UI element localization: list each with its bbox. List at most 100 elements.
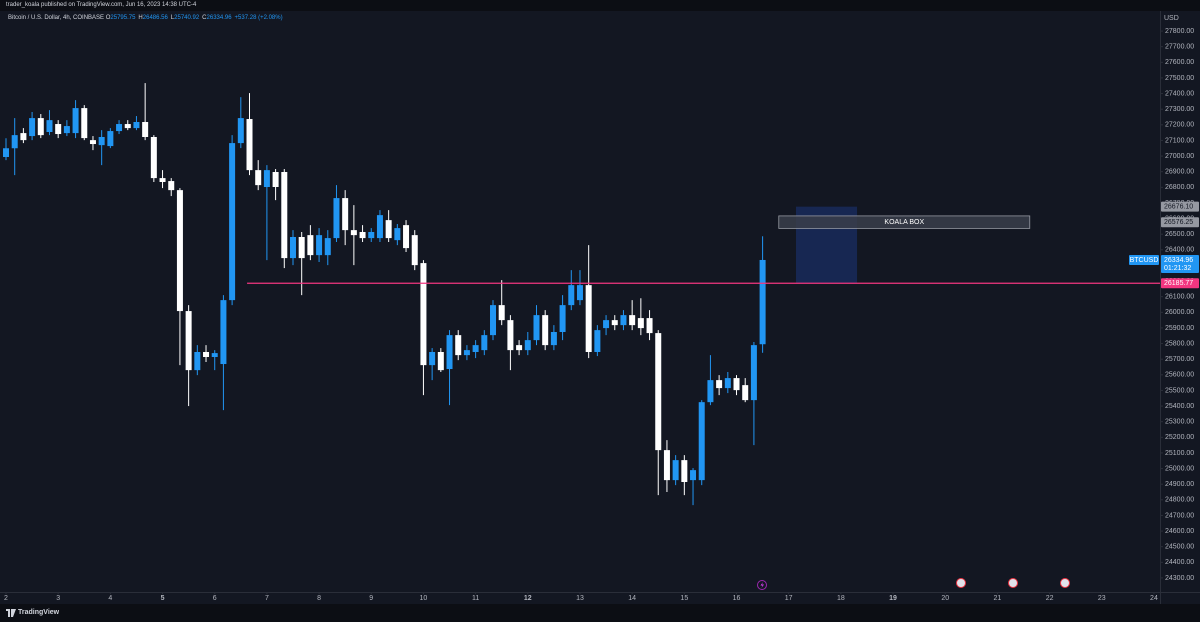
candle-body xyxy=(289,237,296,259)
x-tick-label: 24 xyxy=(1150,595,1158,602)
y-tick-label: 26000.00 xyxy=(1165,309,1194,316)
candle-body xyxy=(72,108,79,134)
symbol-tag: BTCUSD xyxy=(1130,257,1159,264)
candle-body xyxy=(733,378,740,391)
ohlc-label: O xyxy=(105,15,111,21)
candle-body xyxy=(37,118,44,136)
y-tick-label: 27000.00 xyxy=(1165,153,1194,160)
y-tick-label: 27700.00 xyxy=(1165,44,1194,51)
y-tick-label: 26400.00 xyxy=(1165,247,1194,254)
x-tick-label: 13 xyxy=(576,595,584,602)
candle-body xyxy=(29,118,36,137)
candle-body xyxy=(472,345,479,352)
logo xyxy=(6,609,16,617)
candle-body xyxy=(524,340,531,351)
candle-body xyxy=(333,198,340,239)
candle-body xyxy=(133,122,140,129)
event-icon xyxy=(760,582,764,588)
candle-body xyxy=(663,450,670,481)
legend: Bitcoin / U.S. Dollar, 4h, COINBASE O 257… xyxy=(8,15,286,21)
candle-body xyxy=(359,232,366,239)
candle-body xyxy=(142,122,149,137)
candle-body xyxy=(176,190,183,312)
currency-label: USD xyxy=(1164,15,1179,22)
y-tick-label: 25500.00 xyxy=(1165,387,1194,394)
ohlc-value: 26486.56 xyxy=(142,15,168,21)
ohlc-value: 25740.92 xyxy=(174,15,200,21)
x-tick-label: 12 xyxy=(524,595,532,602)
candle-body xyxy=(716,380,723,389)
countdown: 01:21:32 xyxy=(1164,265,1191,272)
candle-body xyxy=(385,220,392,239)
hline-label: 26185.77 xyxy=(1164,280,1193,287)
x-tick-label: 8 xyxy=(317,595,321,602)
candle-body xyxy=(124,124,131,129)
y-tick-label: 25400.00 xyxy=(1165,403,1194,410)
candle-body xyxy=(585,285,592,352)
candle-body xyxy=(750,345,757,401)
y-tick-label: 27100.00 xyxy=(1165,137,1194,144)
y-tick-label: 25900.00 xyxy=(1165,325,1194,332)
ohlc-label: H xyxy=(138,15,143,21)
y-tick-label: 25700.00 xyxy=(1165,356,1194,363)
y-tick-label: 25100.00 xyxy=(1165,450,1194,457)
event-icon xyxy=(1060,578,1070,588)
candle-body xyxy=(594,330,601,352)
event-icons xyxy=(757,578,1070,590)
candle-body xyxy=(255,170,262,186)
candle-body xyxy=(498,305,505,321)
candle-body xyxy=(611,320,618,326)
candle-body xyxy=(698,402,705,481)
candle-body xyxy=(81,108,88,139)
y-tick-label: 26100.00 xyxy=(1165,294,1194,301)
candle-body xyxy=(116,124,123,132)
y-tick-label: 24900.00 xyxy=(1165,481,1194,488)
candle-body xyxy=(98,137,105,146)
symbol-title: Bitcoin / U.S. Dollar, 4h, COINBASE xyxy=(8,15,105,21)
x-tick-label: 17 xyxy=(785,595,793,602)
symbol-tag-bg xyxy=(1129,254,1159,265)
x-tick-label: 6 xyxy=(213,595,217,602)
candle-body xyxy=(194,352,201,371)
candle-body xyxy=(446,335,453,370)
x-tick-label: 5 xyxy=(161,595,165,602)
y-tick-label: 27400.00 xyxy=(1165,90,1194,97)
y-tick-label: 24800.00 xyxy=(1165,497,1194,504)
candle-body xyxy=(203,352,210,357)
price-label: 26576.25 xyxy=(1164,219,1193,226)
price-label: 26676.10 xyxy=(1164,204,1193,211)
publisher: trader_koala published on TradingView.co… xyxy=(6,2,197,8)
event-icon xyxy=(956,578,966,588)
candle-body xyxy=(690,470,697,481)
candle-body xyxy=(185,311,192,371)
x-tick-label: 11 xyxy=(472,595,479,602)
candle-body xyxy=(550,332,557,346)
y-tick-label: 27800.00 xyxy=(1165,28,1194,35)
candle-body xyxy=(724,378,731,389)
x-tick-label: 10 xyxy=(420,595,428,602)
y-tick-label: 25600.00 xyxy=(1165,372,1194,379)
y-tick-label: 25800.00 xyxy=(1165,340,1194,347)
x-tick-label: 20 xyxy=(941,595,949,602)
candle-body xyxy=(559,305,566,332)
candle-body xyxy=(376,215,383,239)
candle-body xyxy=(2,148,10,157)
candle-body xyxy=(150,137,157,179)
candle-body xyxy=(533,315,540,341)
y-tick-label: 26500.00 xyxy=(1165,231,1194,238)
y-tick-label: 27200.00 xyxy=(1165,122,1194,129)
candle-body xyxy=(55,124,62,135)
candle-body xyxy=(394,228,401,241)
candle-body xyxy=(576,285,583,301)
y-tick-label: 24700.00 xyxy=(1165,512,1194,519)
y-tick-label: 27300.00 xyxy=(1165,106,1194,113)
candle-body xyxy=(298,237,305,259)
ohlc-value: 26334.96 xyxy=(206,15,232,21)
candle-body xyxy=(420,263,427,366)
candle-body xyxy=(237,118,244,144)
candle-body xyxy=(490,305,497,336)
y-tick-label: 25000.00 xyxy=(1165,465,1194,472)
candle-body xyxy=(307,235,314,256)
price-label-bg xyxy=(1161,217,1199,228)
